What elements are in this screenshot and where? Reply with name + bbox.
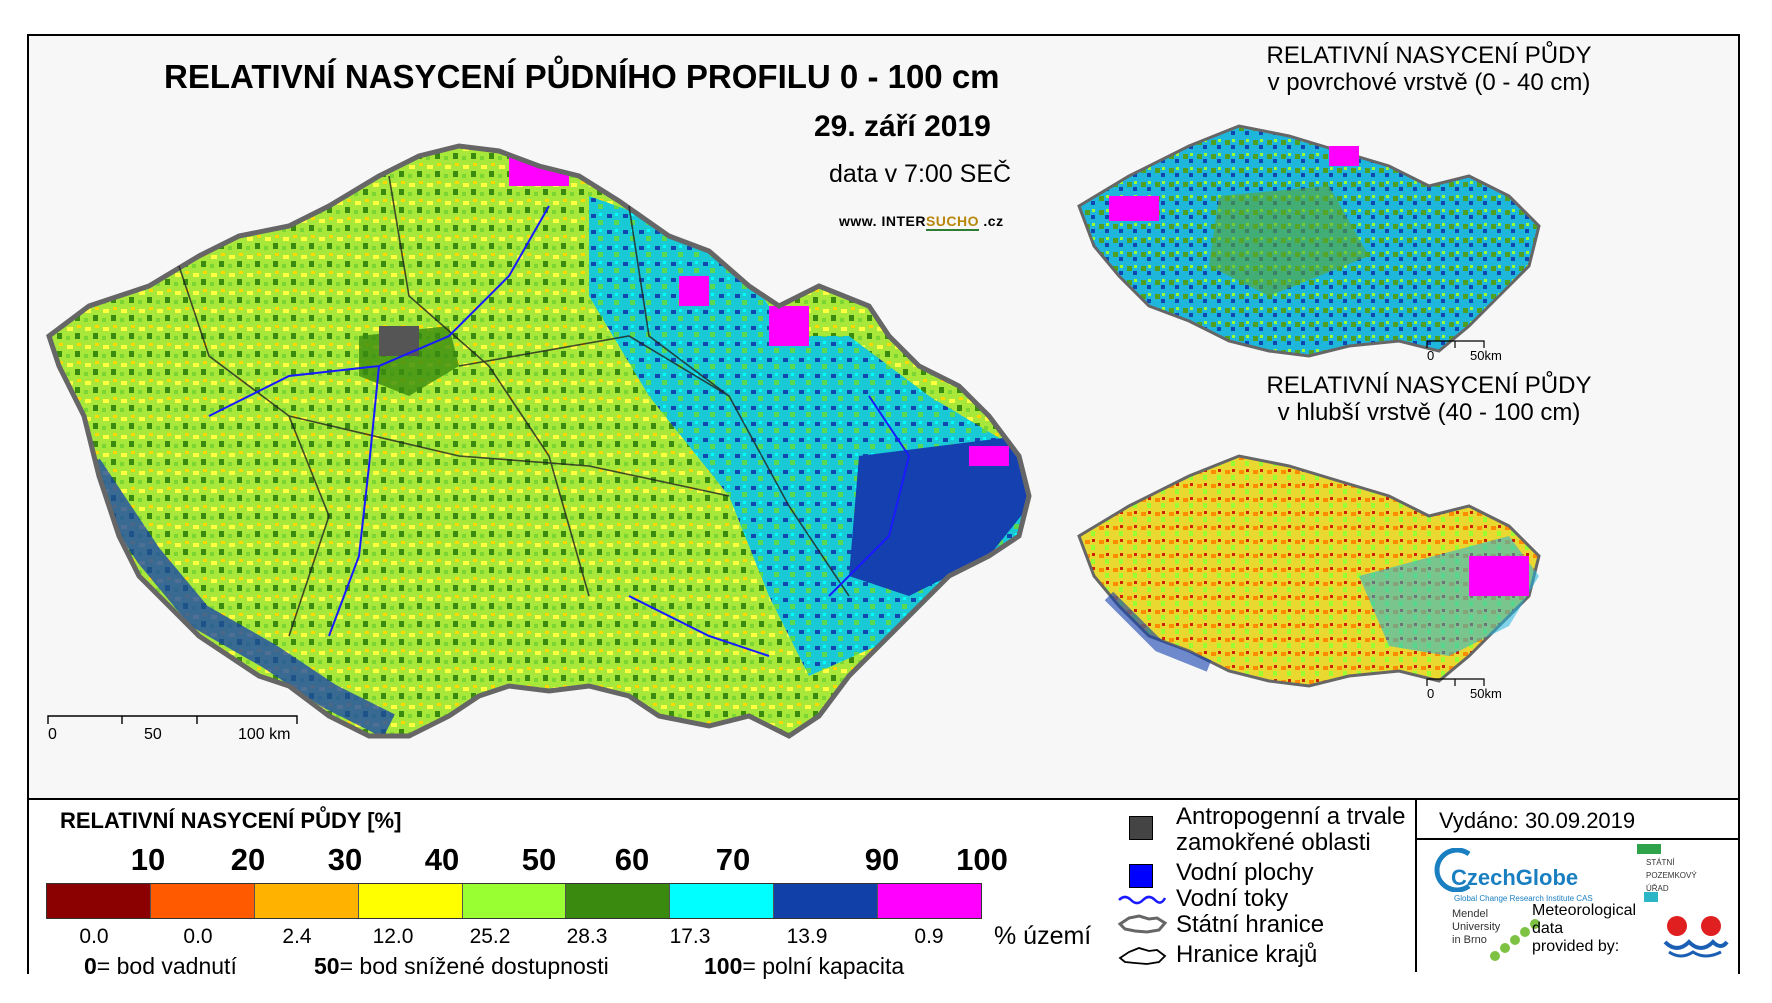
scale-100-label: 100 km bbox=[238, 726, 291, 743]
legend-swatch-7 bbox=[670, 884, 775, 918]
inset-top-scale-0: 0 bbox=[1427, 348, 1435, 363]
legend-title: RELATIVNÍ NASYCENÍ PŮDY [%] bbox=[60, 808, 402, 833]
legend-tick-60: 60 bbox=[614, 842, 650, 877]
legend-unit: % území bbox=[994, 922, 1092, 950]
rivers-label: Vodní toky bbox=[1176, 885, 1289, 912]
region-border-icon bbox=[1118, 947, 1167, 965]
note-100-text: = polní kapacita bbox=[742, 953, 905, 979]
website-link[interactable]: www. INTERSUCHO .cz bbox=[839, 213, 1004, 231]
inset-bottom-line1: RELATIVNÍ NASYCENÍ PŮDY bbox=[1266, 372, 1592, 399]
inset-bottom-line2: v hlubší vrstvě (40 - 100 cm) bbox=[1277, 399, 1581, 426]
legend-swatch-1 bbox=[47, 884, 151, 918]
inset-bottom-map bbox=[1077, 454, 1541, 688]
legend-pct-3: 2.4 bbox=[282, 925, 312, 948]
inset-top-scale-bar bbox=[1426, 340, 1485, 348]
legend-pct-6: 28.3 bbox=[566, 925, 608, 948]
legend-tick-30: 30 bbox=[327, 842, 363, 877]
mendel-logo-text: Mendel University in Brno bbox=[1452, 908, 1501, 946]
legend-pct-2: 0.0 bbox=[183, 925, 213, 948]
legend-panel: RELATIVNÍ NASYCENÍ PŮDY [%] 10 20 30 40 … bbox=[29, 798, 1738, 979]
legend-pct-9: 0.9 bbox=[914, 925, 944, 948]
water-bodies-label: Vodní plochy bbox=[1176, 859, 1314, 886]
wetland-line1: Antropogenní a trvale bbox=[1176, 803, 1406, 830]
state-border-label: Státní hranice bbox=[1176, 911, 1325, 938]
inset-bottom-title: RELATIVNÍ NASYCENÍ PŮDY v hlubší vrstvě … bbox=[1199, 372, 1659, 426]
legend-tick-100: 100 bbox=[956, 842, 1008, 877]
legend-divider-vertical bbox=[1415, 800, 1417, 972]
legend-swatch-4 bbox=[358, 884, 463, 918]
inset-top-map bbox=[1077, 124, 1541, 358]
legend-swatch-3 bbox=[254, 884, 359, 918]
czechglobe-logo: CzechGlobe bbox=[1451, 865, 1579, 890]
note-100-num: 100 bbox=[704, 953, 743, 979]
legend-pct-8: 13.9 bbox=[786, 925, 828, 948]
wetland-line2: zamokřené oblasti bbox=[1176, 829, 1371, 856]
region-border-label: Hranice krajů bbox=[1176, 941, 1318, 968]
website-inter: INTER bbox=[881, 213, 926, 229]
legend-swatch-2 bbox=[150, 884, 255, 918]
legend-pct-4: 12.0 bbox=[372, 925, 414, 948]
main-map bbox=[46, 143, 1032, 739]
legend-tick-10: 10 bbox=[130, 842, 166, 877]
inset-bottom-scale-0: 0 bbox=[1427, 686, 1435, 701]
note-50-text: = bod snížené dostupnosti bbox=[339, 953, 609, 979]
map-date: 29. září 2019 bbox=[814, 110, 991, 143]
meteo-provider-text: Meteorological data provided by: bbox=[1532, 902, 1637, 955]
website-sucho: SUCHO bbox=[925, 213, 979, 231]
mendel-logo-icon bbox=[1490, 919, 1540, 961]
legend-tick-70: 70 bbox=[715, 842, 751, 877]
chmi-logo-icon bbox=[1663, 916, 1729, 958]
main-scale-bar bbox=[47, 715, 298, 724]
water-swatch bbox=[1129, 864, 1153, 888]
spu-logo-icon bbox=[1637, 844, 1661, 854]
scale-0-label: 0 bbox=[48, 726, 57, 743]
legend-color-bar bbox=[46, 883, 982, 919]
website-prefix: www. bbox=[839, 213, 882, 229]
wetland-swatch bbox=[1129, 816, 1153, 840]
legend-tick-50: 50 bbox=[521, 842, 557, 877]
note-0-text: = bod vadnutí bbox=[96, 953, 237, 979]
wetland-label: Antropogenní a trvale zamokřené oblasti bbox=[1176, 804, 1406, 856]
legend-pct-1: 0.0 bbox=[79, 925, 109, 948]
website-suffix: .cz bbox=[979, 213, 1004, 229]
spu-logo-icon-2 bbox=[1644, 892, 1658, 902]
note-0-num: 0 bbox=[84, 953, 97, 979]
legend-note-50: 50= bod snížené dostupnosti bbox=[314, 953, 609, 980]
map-title: RELATIVNÍ NASYCENÍ PŮDNÍHO PROFILU 0 - 1… bbox=[164, 58, 1000, 95]
map-frame: RELATIVNÍ NASYCENÍ PŮDNÍHO PROFILU 0 - 1… bbox=[27, 34, 1740, 979]
legend-tick-40: 40 bbox=[424, 842, 460, 877]
legend-note-0: 0= bod vadnutí bbox=[84, 953, 237, 980]
inset-bottom-scale-50: 50km bbox=[1470, 686, 1502, 701]
river-icon bbox=[1118, 895, 1167, 905]
inset-bottom-scale-bar bbox=[1426, 678, 1485, 686]
inset-top-scale-50: 50km bbox=[1470, 348, 1502, 363]
legend-tick-20: 20 bbox=[230, 842, 266, 877]
state-border-icon bbox=[1117, 914, 1168, 934]
inset-top-line2: v povrchové vrstvě (0 - 40 cm) bbox=[1267, 69, 1591, 96]
issued-date: Vydáno: 30.09.2019 bbox=[1439, 808, 1636, 833]
legend-divider-horizontal bbox=[1415, 838, 1738, 840]
scale-50-label: 50 bbox=[144, 726, 162, 743]
legend-swatch-8 bbox=[774, 884, 879, 918]
map-area: RELATIVNÍ NASYCENÍ PŮDNÍHO PROFILU 0 - 1… bbox=[29, 36, 1738, 798]
legend-note-100: 100= polní kapacita bbox=[704, 953, 904, 980]
legend-pct-7: 17.3 bbox=[669, 925, 711, 948]
spu-logo-text: STÁTNÍ POZEMKOVÝ ÚŘAD bbox=[1646, 858, 1697, 893]
inset-top-title: RELATIVNÍ NASYCENÍ PŮDY v povrchové vrst… bbox=[1199, 42, 1659, 96]
legend-swatch-9 bbox=[878, 884, 982, 918]
note-50-num: 50 bbox=[314, 953, 340, 979]
czechglobe-subtitle: Global Change Research Institute CAS bbox=[1454, 894, 1593, 903]
legend-swatch-6 bbox=[566, 884, 671, 918]
czechglobe-logo-icon bbox=[1434, 848, 1471, 892]
inset-top-line1: RELATIVNÍ NASYCENÍ PŮDY bbox=[1266, 42, 1592, 69]
legend-tick-90: 90 bbox=[864, 842, 900, 877]
legend-pct-5: 25.2 bbox=[469, 925, 511, 948]
legend-swatch-5 bbox=[462, 884, 567, 918]
data-time: data v 7:00 SEČ bbox=[829, 160, 1012, 188]
